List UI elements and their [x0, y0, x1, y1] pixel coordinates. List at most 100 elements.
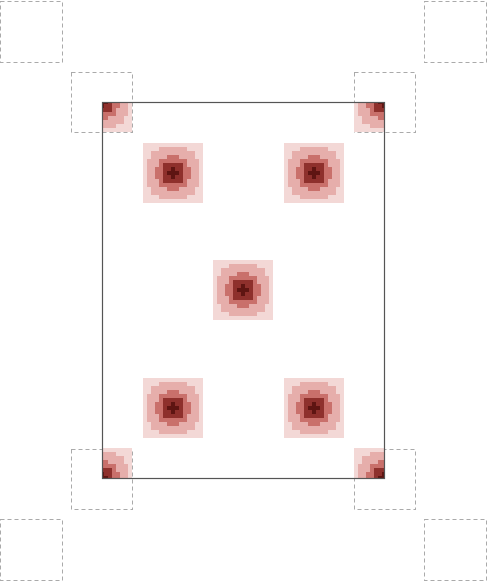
blob-cell: [320, 390, 324, 394]
blob-cell: [175, 386, 179, 390]
blob-cell: [183, 402, 187, 406]
blob-cell: [265, 308, 269, 312]
blob-cell: [320, 167, 324, 171]
blob-cell: [336, 179, 340, 183]
blob-cell: [179, 386, 183, 390]
blob-cell: [179, 382, 183, 386]
blob-cell: [312, 422, 316, 426]
blob-cell: [336, 159, 340, 163]
blob-cell: [304, 378, 308, 382]
blob-cell: [336, 390, 340, 394]
blob-cell: [191, 167, 195, 171]
blob-cell: [124, 120, 128, 124]
blob-cell: [171, 398, 175, 402]
blob-cell: [183, 147, 187, 151]
blob-cell: [316, 179, 320, 183]
blob-cell: [151, 199, 155, 203]
blob-cell: [175, 175, 179, 179]
blob-cell: [143, 414, 147, 418]
blob-cell: [358, 456, 362, 460]
blob-cell: [304, 143, 308, 147]
blob-cell: [292, 143, 296, 147]
blob-cell: [199, 382, 203, 386]
blob-cell: [124, 460, 128, 464]
blob-cell: [304, 426, 308, 430]
blob-cell: [340, 167, 344, 171]
blob-cell: [320, 183, 324, 187]
blob-cell: [324, 386, 328, 390]
blob-cell: [336, 191, 340, 195]
blob-cell: [300, 398, 304, 402]
blob-cell: [199, 414, 203, 418]
blob-cell: [108, 128, 112, 132]
blob-cell: [336, 378, 340, 382]
blob-cell: [187, 151, 191, 155]
blob-cell: [284, 422, 288, 426]
blob-cell: [308, 187, 312, 191]
blob-cell: [171, 394, 175, 398]
blob-cell: [120, 128, 124, 132]
blob-cell: [257, 300, 261, 304]
blob-bottom-right: [284, 378, 344, 438]
blob-cell: [199, 143, 203, 147]
blob-cell: [171, 179, 175, 183]
blob-cell: [300, 410, 304, 414]
blob-cell: [374, 108, 378, 112]
blob-cell: [143, 418, 147, 422]
blob-cell: [304, 402, 308, 406]
blob-cell: [159, 430, 163, 434]
blob-cell: [261, 276, 265, 280]
blob-cell: [183, 167, 187, 171]
blob-cell: [340, 143, 344, 147]
blob-cell: [336, 171, 340, 175]
blob-cell: [257, 308, 261, 312]
blob-cell: [300, 422, 304, 426]
blob-cell: [233, 272, 237, 276]
blob-cell: [225, 268, 229, 272]
blob-cell: [362, 120, 366, 124]
blob-cell: [187, 418, 191, 422]
blob-cell: [265, 316, 269, 320]
blob-cell: [300, 402, 304, 406]
blob-cell: [163, 175, 167, 179]
blob-cell: [143, 422, 147, 426]
blob-cell: [316, 402, 320, 406]
blob-cell: [191, 414, 195, 418]
blob-cell: [155, 199, 159, 203]
blob-cell: [175, 406, 179, 410]
blob-cell: [292, 398, 296, 402]
blob-cell: [191, 163, 195, 167]
blob-cell: [358, 452, 362, 456]
blob-cell: [332, 402, 336, 406]
blob-cell: [354, 456, 358, 460]
blob-cell: [167, 418, 171, 422]
blob-cell: [155, 414, 159, 418]
blob-cell: [370, 124, 374, 128]
blob-cell: [151, 163, 155, 167]
blob-cell: [155, 183, 159, 187]
blob-cell: [336, 155, 340, 159]
blob-cell: [183, 418, 187, 422]
blob-cell: [187, 434, 191, 438]
blob-cell: [143, 187, 147, 191]
blob-cell: [195, 175, 199, 179]
blob-cell: [288, 183, 292, 187]
blob-cell: [312, 406, 316, 410]
blob-cell: [288, 191, 292, 195]
blob-cell: [199, 191, 203, 195]
blob-cell: [296, 199, 300, 203]
blob-cell: [104, 108, 108, 112]
blob-cell: [143, 159, 147, 163]
blob-cell: [108, 108, 112, 112]
blob-cell: [167, 187, 171, 191]
blob-cell: [257, 312, 261, 316]
blob-cell: [221, 268, 225, 272]
blob-cell: [288, 147, 292, 151]
blob-cell: [217, 308, 221, 312]
blob-cell: [257, 304, 261, 308]
blob-cell: [324, 147, 328, 151]
blob-cell: [167, 422, 171, 426]
blob-cell: [116, 120, 120, 124]
blob-cell: [304, 167, 308, 171]
